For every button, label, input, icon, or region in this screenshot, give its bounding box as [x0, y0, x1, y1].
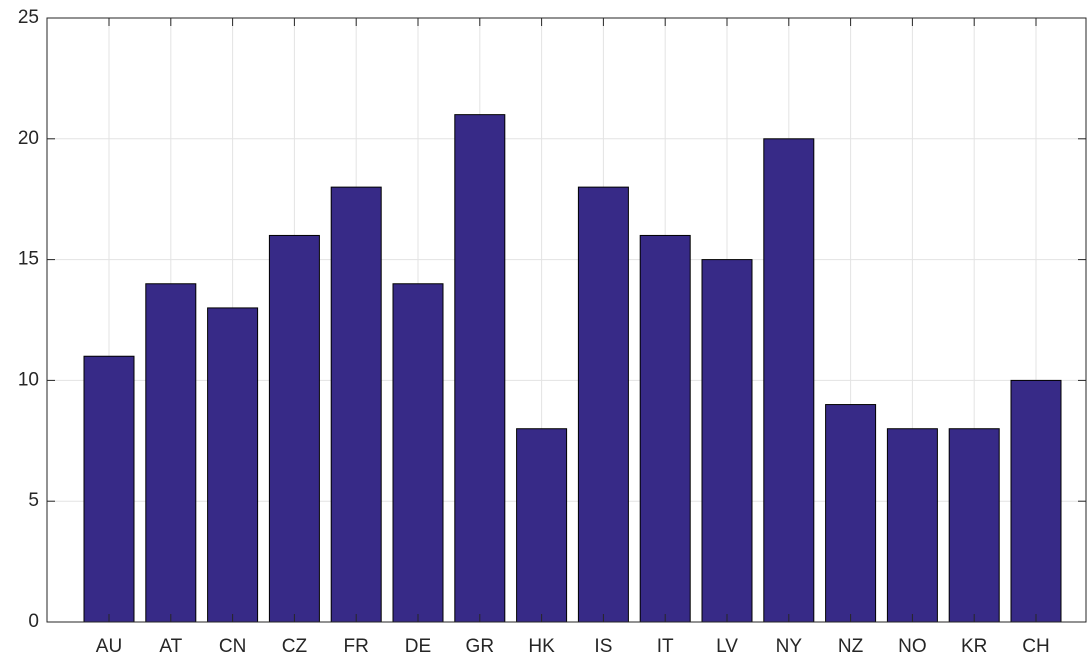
x-tick-label: FR	[344, 636, 369, 657]
bar	[886, 428, 938, 623]
y-tick-label: 10	[18, 369, 39, 390]
x-tick-label: LV	[716, 636, 738, 657]
y-tick-label: 5	[28, 490, 39, 511]
bar	[763, 138, 815, 623]
bar	[577, 186, 629, 623]
bar	[145, 283, 197, 623]
x-tick-label: CN	[219, 636, 246, 657]
x-tick-label: GR	[466, 636, 495, 657]
bar	[268, 234, 320, 623]
bar	[825, 404, 877, 623]
x-tick-label: CZ	[282, 636, 308, 657]
x-tick-label: CH	[1022, 636, 1049, 657]
axes-frame	[46, 17, 1087, 623]
bar	[1010, 379, 1062, 623]
bar	[330, 186, 382, 623]
bar	[392, 283, 444, 623]
x-tick-label: KR	[961, 636, 987, 657]
x-tick-label: AT	[159, 636, 182, 657]
x-tick-label: NZ	[838, 636, 864, 657]
y-tick-label: 25	[18, 7, 39, 28]
bar	[948, 428, 1000, 623]
bar	[639, 234, 691, 623]
bar	[207, 307, 259, 623]
x-tick-label: HK	[528, 636, 555, 657]
bar	[454, 114, 506, 623]
bar	[516, 428, 568, 623]
x-tick-label: IT	[657, 636, 674, 657]
bar	[701, 259, 753, 623]
x-tick-label: DE	[405, 636, 431, 657]
x-tick-label: IS	[594, 636, 612, 657]
y-tick-label: 20	[18, 128, 39, 149]
x-tick-label: NY	[776, 636, 803, 657]
y-tick-label: 0	[28, 611, 39, 632]
x-tick-label: AU	[96, 636, 122, 657]
bar	[83, 355, 135, 623]
x-tick-label: NO	[898, 636, 927, 657]
y-tick-label: 15	[18, 249, 39, 270]
